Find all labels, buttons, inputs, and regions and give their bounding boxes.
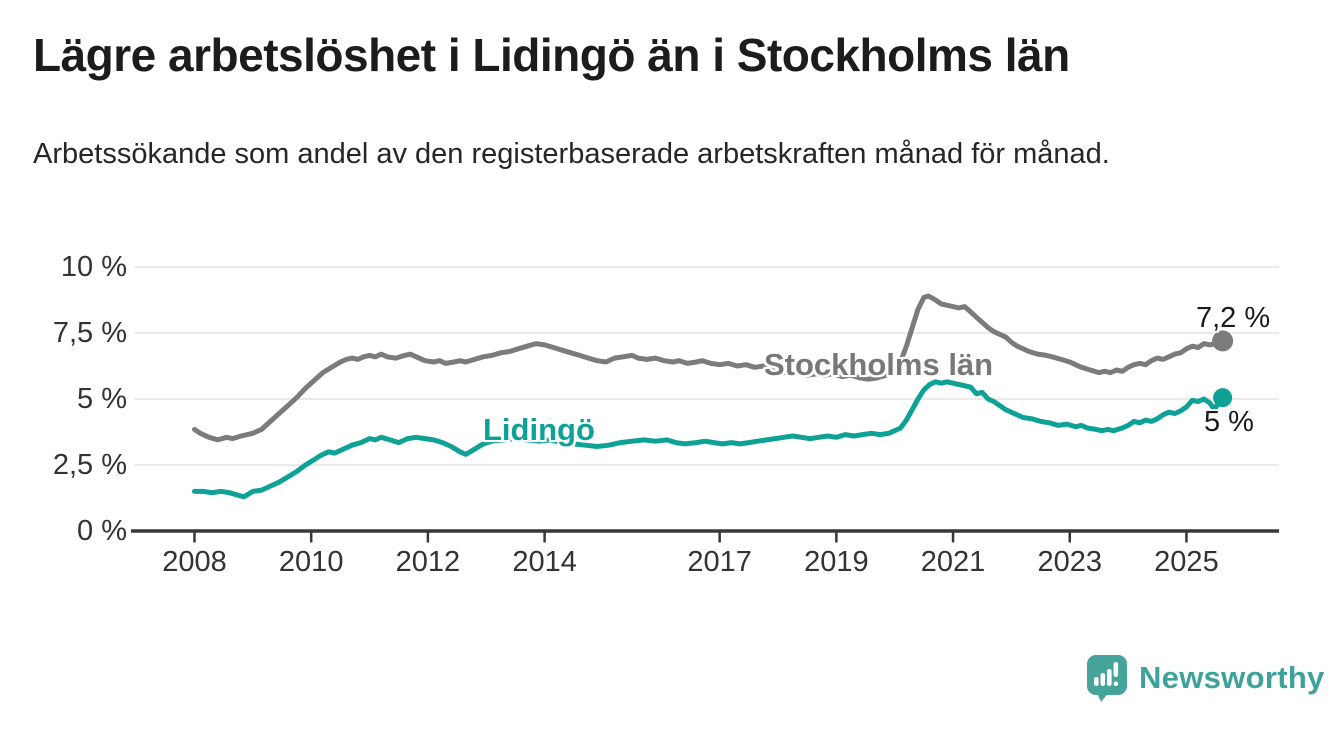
y-tick-label: 2,5 % [52, 449, 127, 481]
x-tick-label: 2012 [395, 546, 461, 578]
series-line-stockholms-lan [192, 293, 1226, 443]
x-tick-label: 2025 [1154, 546, 1219, 578]
series-label-stockholms-lan: Stockholms län [764, 347, 994, 382]
x-tick-label: 2010 [278, 546, 344, 578]
series-end-dot-stockholms-lan [1212, 330, 1234, 352]
series-label-lidingo: Lidingö [483, 412, 595, 447]
newsworthy-branding: Newsworthy [1085, 653, 1325, 703]
x-tick-label: 2014 [512, 546, 577, 578]
end-value-label-lidingo: 5 % [1204, 406, 1254, 438]
end-value-label-stockholms-lan: 7,2 % [1196, 302, 1271, 334]
page-subtitle: Arbetssökande som andel av den registerb… [33, 138, 1110, 170]
y-tick-label: 0 % [77, 515, 127, 547]
y-tick-label: 10 % [60, 251, 127, 283]
y-tick-label: 5 % [77, 383, 127, 415]
x-tick-label: 2008 [162, 546, 227, 578]
x-tick-label: 2021 [920, 546, 986, 578]
y-tick-label: 7,5 % [52, 317, 127, 349]
newsworthy-logo-icon [1087, 655, 1127, 702]
x-tick-label: 2019 [804, 546, 869, 578]
x-tick-label: 2017 [687, 546, 752, 578]
newsworthy-logo-text: Newsworthy [1139, 660, 1325, 695]
series-end-dot-lidingo [1213, 388, 1233, 408]
x-tick-label: 2023 [1037, 546, 1103, 578]
page-title: Lägre arbetslöshet i Lidingö än i Stockh… [33, 29, 1070, 81]
series-line-lidingo [192, 379, 1226, 500]
